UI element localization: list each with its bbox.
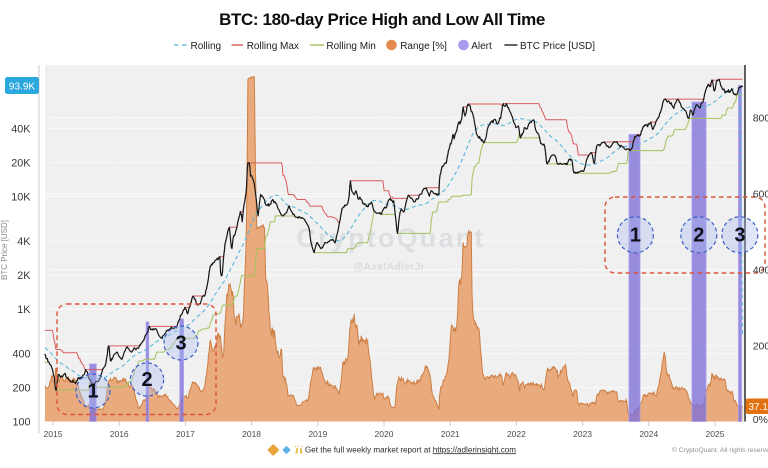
svg-text:2K: 2K xyxy=(17,270,31,282)
svg-text:2018: 2018 xyxy=(242,429,261,439)
svg-text:200: 200 xyxy=(753,341,768,353)
svg-text:2021: 2021 xyxy=(441,429,460,439)
svg-text:@AxelAdlerJr: @AxelAdlerJr xyxy=(353,261,425,273)
svg-text:2024: 2024 xyxy=(639,429,658,439)
svg-text:800: 800 xyxy=(753,113,768,125)
svg-text:BTC: 180-day Price High and Lo: BTC: 180-day Price High and Low All Time xyxy=(219,10,545,29)
svg-text:20K: 20K xyxy=(11,158,31,170)
svg-text:0%: 0% xyxy=(753,414,768,426)
svg-text:BTC Price [USD]: BTC Price [USD] xyxy=(520,41,595,52)
svg-text:BTC Price [USD]: BTC Price [USD] xyxy=(0,220,9,280)
svg-text:1K: 1K xyxy=(17,304,31,316)
svg-text:© CryptoQuant. All rights rese: © CryptoQuant. All rights reserved. xyxy=(672,446,768,454)
svg-text:400: 400 xyxy=(753,265,768,277)
svg-text:2020: 2020 xyxy=(375,429,394,439)
svg-text:10K: 10K xyxy=(11,191,31,203)
svg-text:400: 400 xyxy=(12,349,30,361)
svg-text:93.9K: 93.9K xyxy=(9,82,35,93)
svg-text:2: 2 xyxy=(141,369,152,391)
svg-text:2023: 2023 xyxy=(573,429,592,439)
svg-text:1: 1 xyxy=(630,224,641,246)
svg-text:2: 2 xyxy=(693,224,704,246)
svg-text:Alert: Alert xyxy=(471,41,492,52)
svg-text:2015: 2015 xyxy=(44,429,63,439)
svg-text:Rolling Max: Rolling Max xyxy=(247,41,299,52)
svg-text:200: 200 xyxy=(12,383,30,395)
svg-text:600: 600 xyxy=(753,189,768,201)
svg-text:3: 3 xyxy=(175,333,186,355)
svg-text:2017: 2017 xyxy=(176,429,195,439)
svg-text:2025: 2025 xyxy=(706,429,725,439)
svg-text:4K: 4K xyxy=(17,236,31,248)
svg-text:Get the full weekly market rep: Get the full weekly market report at htt… xyxy=(305,445,516,454)
svg-text:Rolling: Rolling xyxy=(191,41,222,52)
svg-text:Rolling Min: Rolling Min xyxy=(326,41,375,52)
svg-text:CryptoQuant: CryptoQuant xyxy=(296,223,485,253)
svg-text:3: 3 xyxy=(734,224,745,246)
svg-text:40K: 40K xyxy=(11,124,31,136)
svg-text:Range [%]: Range [%] xyxy=(400,41,447,52)
svg-text:2019: 2019 xyxy=(308,429,327,439)
svg-text:37.1%: 37.1% xyxy=(749,402,768,413)
svg-text:2022: 2022 xyxy=(507,429,526,439)
svg-text:2016: 2016 xyxy=(110,429,129,439)
svg-text:100: 100 xyxy=(12,416,30,428)
svg-text:1: 1 xyxy=(87,381,98,403)
